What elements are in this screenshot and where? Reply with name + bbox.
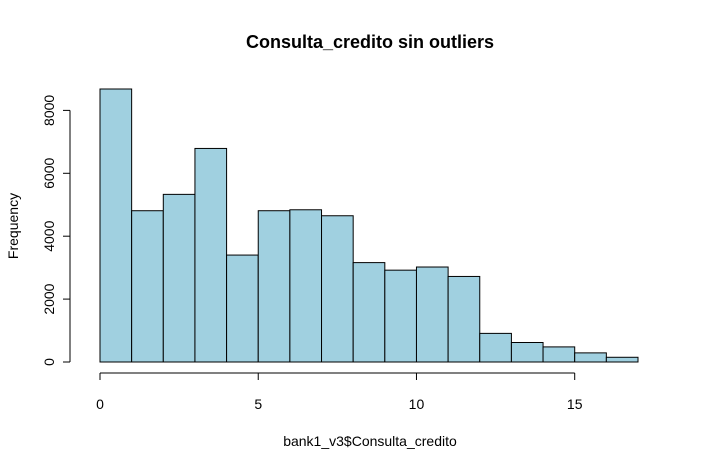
histogram-bar: [479, 332, 512, 363]
histogram-bar: [384, 269, 417, 363]
histogram-bar: [415, 266, 449, 363]
y-tick-label: 0: [41, 358, 57, 366]
y-tick-label: 2000: [41, 283, 57, 314]
x-tick-label: 10: [409, 396, 425, 412]
histogram-bar: [226, 254, 259, 363]
x-tick-label: 15: [567, 396, 583, 412]
histogram-bar: [605, 356, 639, 363]
x-tick-label: 0: [96, 396, 104, 412]
bars-group: [99, 88, 639, 363]
histogram-bar: [542, 346, 576, 363]
histogram-bar: [510, 342, 544, 363]
y-tick-label: 8000: [41, 95, 57, 126]
chart-title: Consulta_credito sin outliers: [246, 32, 494, 52]
histogram-bar: [321, 215, 354, 363]
y-axis: 0 2000 4000 6000 8000: [41, 95, 71, 366]
histogram-bar: [574, 352, 607, 363]
histogram-bar: [99, 88, 133, 363]
y-tick-label: 4000: [41, 220, 57, 251]
histogram-bar: [131, 210, 164, 363]
y-tick-label: 6000: [41, 158, 57, 189]
x-axis-label: bank1_v3$Consulta_credito: [283, 433, 457, 449]
histogram-bar: [352, 262, 386, 363]
histogram-bar: [257, 210, 291, 363]
x-axis: 0 5 10 15: [96, 372, 583, 412]
y-axis-label: Frequency: [5, 193, 21, 259]
histogram-bar: [194, 147, 228, 363]
histogram-bar: [162, 193, 196, 363]
histogram-bar: [447, 275, 481, 363]
histogram-bar: [289, 209, 323, 363]
x-tick-label: 5: [254, 396, 262, 412]
